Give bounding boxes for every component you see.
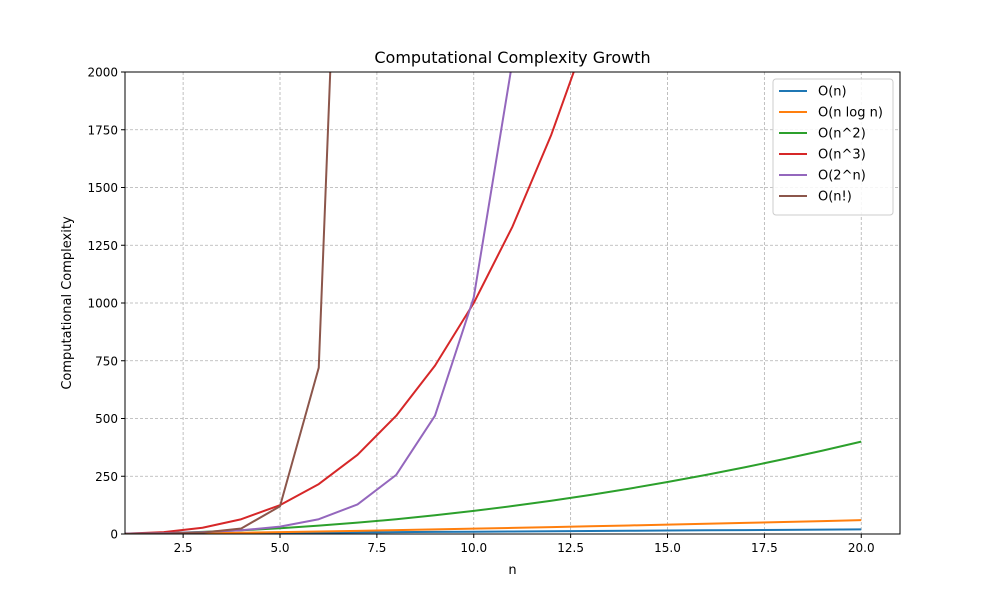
x-axis-label: n — [508, 563, 516, 578]
legend-label: O(n log n) — [818, 106, 883, 121]
legend: O(n) O(n log n) O(n^2) O(n^3) O(2^n) O(n!) — [772, 78, 894, 216]
series-line-o-2-n — [125, 72, 512, 534]
chart-title: Computational Complexity Growth — [374, 48, 650, 67]
y-tick-label: 750 — [95, 354, 118, 368]
x-axis-ticks: 2.5 5.0 7.5 10.0 12.5 15.0 17.5 20.0 — [174, 534, 875, 555]
x-tick-label: 7.5 — [367, 541, 386, 555]
legend-label: O(n!) — [818, 190, 852, 205]
x-tick-label: 20.0 — [848, 541, 875, 555]
series-lines — [125, 72, 862, 534]
y-tick-label: 1500 — [87, 181, 118, 195]
x-tick-label: 17.5 — [751, 541, 778, 555]
y-axis-ticks: 0 250 500 750 1000 1250 1500 1750 2000 — [87, 66, 125, 542]
grid-lines — [125, 71, 900, 535]
y-axis-label: Computational Complexity — [60, 216, 75, 390]
legend-label: O(n^3) — [818, 148, 866, 163]
x-tick-label: 12.5 — [557, 541, 584, 555]
y-tick-label: 250 — [95, 470, 118, 484]
x-tick-label: 5.0 — [270, 541, 289, 555]
series-line-o-n-log-n — [125, 519, 862, 534]
legend-label: O(n^2) — [818, 127, 866, 142]
y-tick-label: 0 — [110, 528, 118, 542]
series-line-o-n — [125, 72, 332, 534]
x-tick-label: 10.0 — [460, 541, 487, 555]
y-tick-label: 2000 — [87, 66, 118, 80]
legend-label: O(2^n) — [818, 169, 866, 184]
x-tick-label: 15.0 — [654, 541, 681, 555]
legend-label: O(n) — [818, 85, 847, 100]
y-tick-label: 1750 — [87, 123, 118, 137]
x-tick-label: 2.5 — [174, 541, 193, 555]
y-tick-label: 1250 — [87, 239, 118, 253]
series-line-o-n-3 — [125, 72, 575, 534]
y-tick-label: 500 — [95, 412, 118, 426]
y-tick-label: 1000 — [87, 297, 118, 311]
